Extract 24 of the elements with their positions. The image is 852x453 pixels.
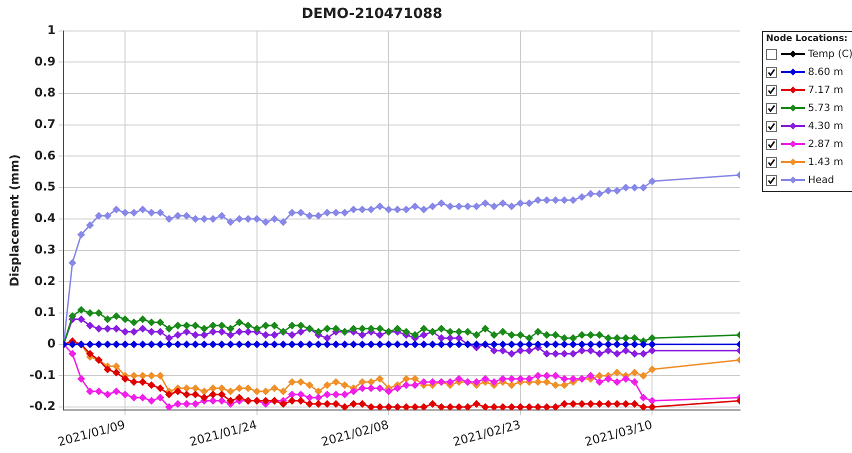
legend-label: Temp (C) bbox=[808, 48, 852, 60]
y-tick-label: 0.2 bbox=[34, 274, 56, 288]
y-tick-label: 0.7 bbox=[34, 116, 56, 131]
y-tick-label: -0.2 bbox=[29, 399, 56, 414]
y-tick-label: 0.3 bbox=[34, 242, 56, 256]
legend-label: Head bbox=[808, 174, 834, 186]
chart-title: DEMO-210471088 bbox=[302, 6, 442, 22]
y-axis-title: Displacement (mm) bbox=[7, 154, 22, 287]
y-tick-label: 0.5 bbox=[34, 180, 56, 194]
y-tick-label: 0.1 bbox=[34, 305, 56, 320]
y-tick-label: 0.8 bbox=[34, 86, 56, 100]
legend-label: 1.43 m bbox=[808, 156, 844, 168]
y-tick-label: 0.6 bbox=[34, 148, 56, 162]
y-tick-label: -0.1 bbox=[29, 368, 56, 382]
y-tick-label: 0.9 bbox=[34, 54, 56, 68]
legend-label: 2.87 m bbox=[808, 138, 844, 150]
legend-label: 8.60 m bbox=[808, 66, 844, 78]
legend-label: 5.73 m bbox=[808, 102, 844, 114]
legend-title: Node Locations: bbox=[766, 34, 849, 44]
legend-label: 7.17 m bbox=[808, 84, 844, 96]
y-tick-label: 0.4 bbox=[34, 211, 56, 226]
y-tick-label: 1 bbox=[47, 22, 56, 37]
legend-label: 4.30 m bbox=[808, 120, 844, 132]
y-tick-label: 0 bbox=[47, 336, 56, 350]
